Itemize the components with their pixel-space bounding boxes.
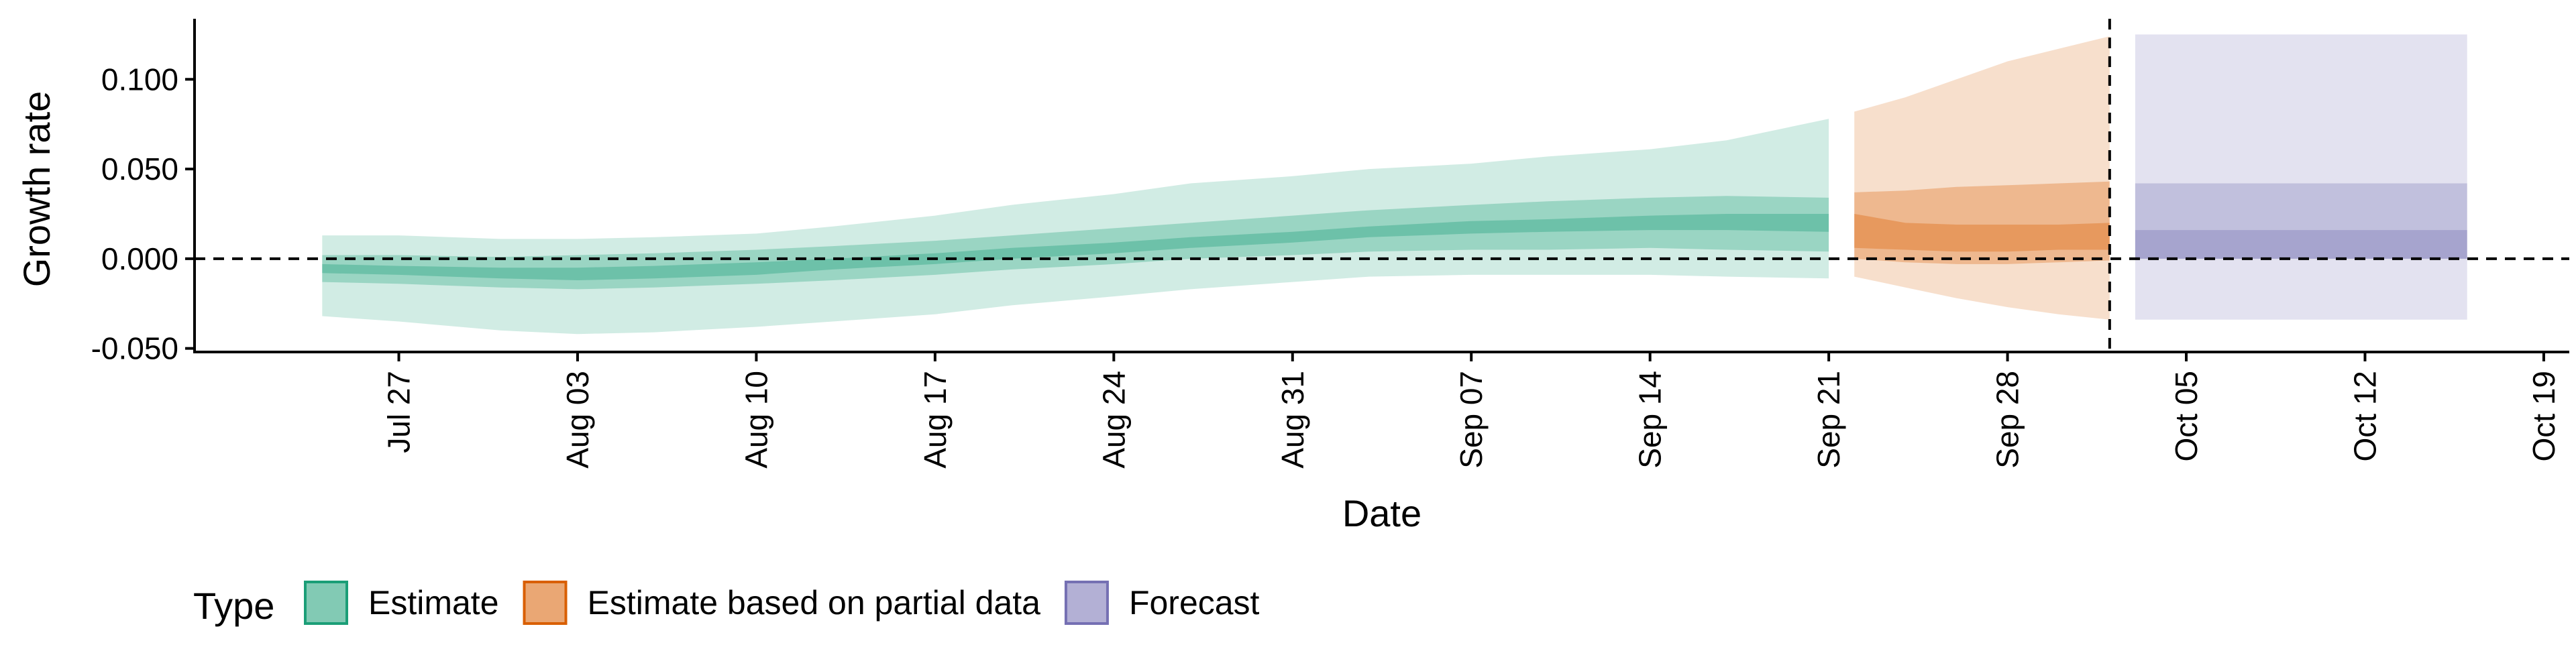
x-axis-title: Date [1342, 492, 1421, 534]
x-tick-label: Aug 17 [918, 371, 953, 469]
estimate-ci50-band [322, 196, 1829, 290]
legend-label-estimate: Estimate [368, 584, 499, 622]
x-tick-label: Sep 14 [1633, 371, 1668, 469]
x-tick-label: Oct 05 [2169, 371, 2204, 462]
x-tick-label: Aug 10 [739, 371, 773, 469]
y-tick-label: 0.050 [101, 152, 178, 186]
y-tick-label: 0.100 [101, 62, 178, 97]
x-tick-label: Jul 27 [382, 371, 417, 453]
estimate-based-on-partial-data-ci20-band [1854, 214, 2110, 252]
legend-label-estimate-based-on-partial-data: Estimate based on partial data [588, 584, 1041, 622]
x-tick-label: Sep 21 [1811, 371, 1846, 469]
x-tick-label: Aug 31 [1275, 371, 1310, 469]
estimate-based-on-partial-data-ci90-band [1854, 36, 2110, 320]
x-tick-label: Aug 03 [560, 371, 595, 469]
x-tick-label: Sep 07 [1454, 371, 1489, 469]
plot-bands [322, 34, 2467, 335]
estimate-based-on-partial-data-ci50-band [1854, 181, 2110, 264]
forecast-ci50-band [2135, 183, 2467, 259]
x-tick-label: Aug 24 [1096, 371, 1131, 469]
x-tick-label: Oct 12 [2347, 371, 2382, 462]
legend-key-estimate [304, 581, 348, 625]
legend-key-estimate-based-on-partial-data [523, 581, 568, 625]
legend: Type Estimate Estimate based on partial d… [193, 581, 1260, 627]
x-tick-label: Sep 28 [1990, 371, 2025, 469]
reference-lines [195, 19, 2569, 352]
y-tick-label: -0.050 [91, 331, 178, 366]
x-tick-label: Oct 19 [2526, 371, 2561, 462]
legend-label-forecast: Forecast [1129, 584, 1260, 622]
legend-key-forecast [1064, 581, 1109, 625]
y-tick-label: 0.000 [101, 241, 178, 276]
axes: -0.050 0.000 0.050 0.100 Jul 27 Aug 03 Aug 10 A… [91, 19, 2569, 469]
forecast-ci90-band [2135, 34, 2467, 320]
estimate-ci20-band [322, 214, 1829, 280]
estimate-ci90-band [322, 119, 1829, 335]
forecast-ci20-band [2135, 230, 2467, 259]
y-axis-title: Growth rate [15, 91, 58, 288]
legend-title: Type [193, 585, 274, 627]
